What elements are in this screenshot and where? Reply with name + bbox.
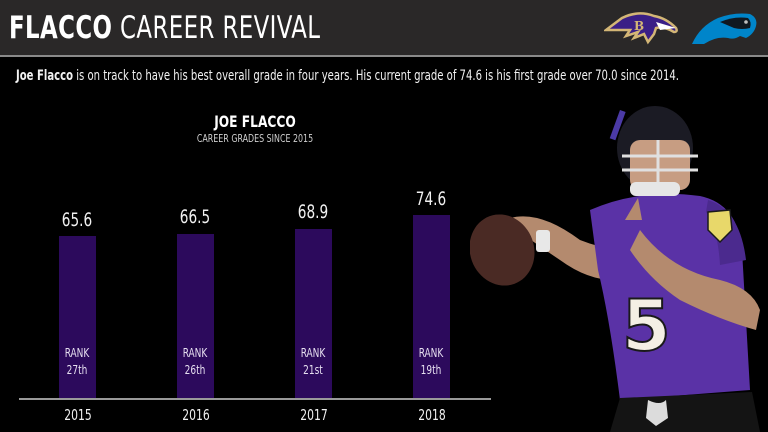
x-tick-2015: 2015: [64, 406, 92, 424]
chart-title: JOE FLACCO: [214, 112, 296, 131]
rank-value: 26th: [184, 362, 206, 377]
title-bold: FLACCO: [9, 10, 113, 46]
player-name: Joe Flacco: [16, 68, 74, 84]
rank-value: 27th: [66, 362, 88, 377]
chart-subtitle: CAREER GRADES SINCE 2015: [196, 132, 314, 145]
rank-value: 19th: [420, 362, 442, 377]
bar-value: 68.9: [297, 201, 329, 223]
x-tick-2016: 2016: [182, 406, 210, 424]
rank-title: RANK: [182, 345, 208, 360]
rank-label: RANK 19th: [407, 344, 455, 378]
bar-fill: [295, 229, 332, 398]
player-photo: 5: [470, 106, 760, 432]
page-title: FLACCO CAREER REVIVAL: [9, 8, 320, 48]
bar-value: 65.6: [61, 209, 93, 231]
bar-value: 66.5: [179, 206, 211, 228]
x-tick-2017: 2017: [300, 406, 328, 424]
rank-title: RANK: [300, 345, 326, 360]
headline-body: is on track to have his best overall gra…: [73, 68, 679, 84]
team-logos: B: [604, 6, 760, 50]
rank-label: RANK 27th: [53, 344, 101, 378]
bar-fill: [413, 215, 450, 398]
svg-text:5: 5: [622, 285, 671, 367]
rank-value: 21st: [303, 362, 323, 377]
rank-title: RANK: [64, 345, 90, 360]
bar-value: 74.6: [415, 188, 447, 210]
header-bar: FLACCO CAREER REVIVAL B: [0, 0, 768, 57]
bar-fill: [177, 234, 214, 398]
ravens-logo-icon: B: [604, 12, 678, 45]
x-axis-line: [19, 398, 491, 400]
rank-label: RANK 26th: [171, 344, 219, 378]
rank-label: RANK 21st: [289, 344, 337, 378]
svg-text:B: B: [634, 19, 644, 33]
headline-text: Joe Flacco is on track to have his best …: [16, 68, 679, 84]
bar-fill: [59, 236, 96, 398]
rank-title: RANK: [418, 345, 444, 360]
x-tick-2018: 2018: [418, 406, 446, 424]
panthers-logo-icon: [692, 13, 757, 44]
title-rest: CAREER REVIVAL: [120, 10, 321, 46]
chart-header: JOE FLACCO CAREER GRADES SINCE 2015: [140, 112, 370, 145]
